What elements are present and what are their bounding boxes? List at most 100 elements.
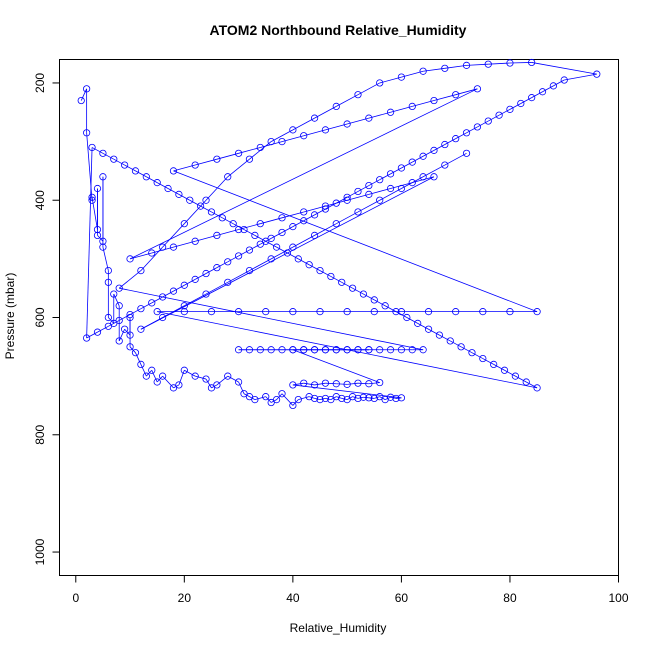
data-point bbox=[121, 161, 129, 169]
data-point bbox=[104, 266, 112, 275]
series-segment bbox=[113, 293, 120, 306]
data-point bbox=[408, 102, 416, 111]
data-point bbox=[131, 349, 140, 357]
y-tick-label: 200 bbox=[33, 73, 47, 93]
data-point bbox=[267, 234, 275, 242]
series-segment bbox=[200, 205, 212, 213]
data-point bbox=[126, 310, 134, 319]
series-segment bbox=[444, 152, 467, 166]
series-segment bbox=[119, 314, 131, 321]
data-point bbox=[175, 381, 183, 389]
data-point bbox=[452, 135, 460, 143]
series-segment bbox=[417, 323, 429, 330]
series-segment bbox=[428, 328, 440, 336]
series-segment bbox=[189, 199, 201, 207]
series-segment bbox=[178, 370, 185, 386]
data-point bbox=[224, 258, 232, 266]
data-point bbox=[435, 331, 444, 339]
series-segment bbox=[347, 193, 369, 201]
data-point bbox=[397, 308, 406, 316]
data-point bbox=[310, 231, 319, 240]
data-point bbox=[300, 132, 308, 140]
data-point bbox=[104, 278, 112, 286]
data-point bbox=[430, 173, 438, 181]
series-segment bbox=[336, 211, 359, 225]
data-point bbox=[278, 346, 286, 354]
series-segment bbox=[118, 329, 125, 342]
data-point bbox=[321, 394, 330, 403]
data-point bbox=[289, 308, 297, 316]
data-point bbox=[310, 211, 319, 219]
data-point bbox=[159, 293, 167, 301]
data-point bbox=[202, 290, 210, 298]
series-segment bbox=[292, 399, 299, 406]
plot-frame bbox=[59, 59, 619, 576]
series-segment bbox=[276, 246, 288, 254]
series-segment bbox=[102, 247, 109, 271]
data-point bbox=[245, 393, 254, 401]
series-segment bbox=[422, 164, 446, 178]
data-point bbox=[305, 261, 313, 269]
series-segment bbox=[118, 270, 142, 289]
data-point bbox=[386, 346, 395, 354]
data-point bbox=[197, 202, 205, 210]
data-point bbox=[424, 325, 433, 333]
series-segment bbox=[325, 398, 331, 400]
series-segment bbox=[498, 108, 511, 116]
series-segment bbox=[520, 97, 532, 104]
data-point bbox=[115, 302, 123, 310]
data-point bbox=[479, 354, 487, 363]
series-segment bbox=[194, 273, 207, 280]
series-segment bbox=[184, 369, 196, 377]
series-segment bbox=[195, 235, 217, 242]
data-point bbox=[137, 305, 145, 313]
data-point bbox=[99, 149, 107, 157]
series-segment bbox=[178, 194, 190, 201]
data-point bbox=[332, 380, 340, 388]
data-point bbox=[213, 381, 221, 389]
series-segment bbox=[124, 164, 136, 172]
data-point bbox=[343, 193, 351, 201]
data-point bbox=[256, 143, 264, 152]
data-point bbox=[365, 114, 373, 122]
series-segment bbox=[357, 199, 380, 213]
series-segment bbox=[86, 331, 98, 339]
data-point bbox=[93, 328, 102, 336]
series-segment bbox=[298, 396, 310, 400]
series-segment bbox=[325, 123, 348, 131]
series-segment bbox=[162, 375, 174, 389]
data-point bbox=[538, 88, 547, 96]
series-segment bbox=[509, 62, 532, 64]
series-segment bbox=[336, 196, 348, 204]
data-point bbox=[310, 114, 319, 122]
series-segment bbox=[162, 223, 185, 248]
data-point bbox=[202, 269, 210, 278]
data-point bbox=[180, 220, 188, 228]
series-segment bbox=[205, 378, 212, 389]
series-segment bbox=[363, 396, 369, 399]
series-segment bbox=[357, 82, 380, 96]
series-segment bbox=[314, 208, 326, 216]
series-segment bbox=[292, 384, 402, 399]
data-point bbox=[159, 313, 167, 322]
series-segment bbox=[477, 120, 489, 128]
series-segment bbox=[238, 147, 261, 154]
series-segment bbox=[227, 158, 250, 178]
series-segment bbox=[97, 235, 104, 242]
data-point bbox=[169, 167, 178, 175]
data-point bbox=[126, 343, 134, 351]
data-point bbox=[321, 379, 330, 387]
data-point bbox=[506, 105, 514, 113]
data-point bbox=[267, 255, 275, 263]
series-segment bbox=[86, 147, 93, 339]
series-segment bbox=[553, 79, 565, 87]
series-segment bbox=[140, 317, 163, 330]
data-point bbox=[354, 208, 362, 216]
data-point bbox=[370, 296, 378, 304]
series-segment bbox=[102, 152, 114, 160]
series-segment bbox=[488, 62, 510, 65]
data-point bbox=[300, 379, 308, 387]
series-segment bbox=[309, 396, 315, 399]
data-point bbox=[278, 228, 286, 237]
series-segment bbox=[564, 73, 597, 81]
